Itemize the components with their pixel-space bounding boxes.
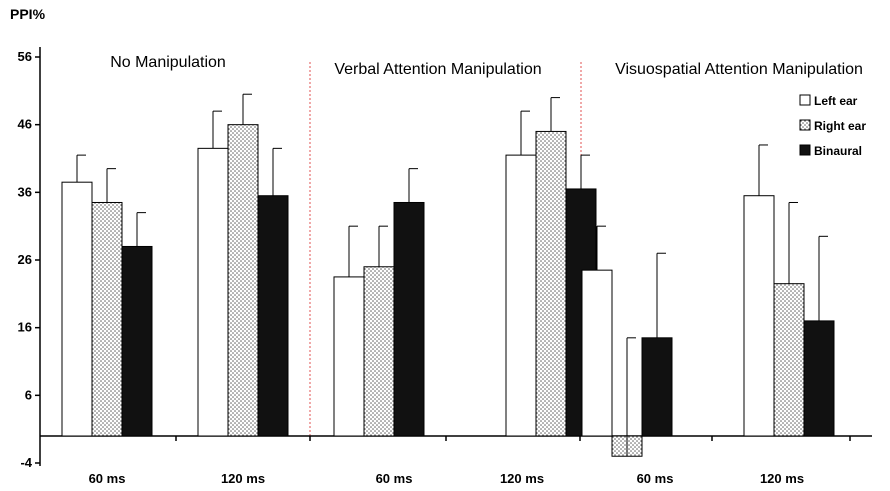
bar-left-ear — [333, 276, 365, 437]
y-tick-label: 16 — [18, 320, 32, 335]
bar-left-ear — [197, 147, 229, 437]
panel-titles: No Manipulation Verbal Attention Manipula… — [110, 54, 863, 78]
legend-label: Right ear — [814, 119, 866, 133]
bar-binaural — [121, 245, 153, 437]
panel-title: Visuospatial Attention Manipulation — [615, 61, 863, 78]
y-tick-label: 26 — [18, 252, 32, 267]
bar-left-ear — [581, 269, 613, 437]
x-tick-label: 60 ms — [376, 471, 413, 486]
y-tick-label: 56 — [18, 49, 32, 64]
y-axis-label: PPI% — [10, 6, 46, 22]
y-tick-label: -4 — [20, 455, 32, 470]
y-axis: -4 6 16 26 36 46 56 — [18, 47, 41, 470]
bar-right-ear — [535, 130, 567, 437]
panel-title: No Manipulation — [110, 54, 226, 71]
x-axis: 60 ms 120 ms 60 ms 120 ms 60 ms 120 ms — [40, 435, 872, 486]
bar-left-ear — [743, 195, 775, 437]
x-tick-label: 60 ms — [89, 471, 126, 486]
bar-binaural — [393, 201, 425, 437]
x-tick-label: 120 ms — [221, 471, 265, 486]
x-tick-label: 60 ms — [637, 471, 674, 486]
error-bars — [76, 93, 828, 457]
legend-swatch — [799, 94, 811, 106]
legend-swatch — [799, 144, 811, 156]
panel-title: Verbal Attention Manipulation — [334, 61, 541, 78]
legend-label: Binaural — [814, 144, 862, 158]
bar-right-ear — [91, 201, 123, 437]
bar-left-ear — [505, 154, 537, 437]
bar-right-ear — [363, 266, 395, 437]
bar-binaural — [803, 320, 835, 437]
bar-right-ear — [773, 283, 805, 437]
y-tick-label: 36 — [18, 184, 32, 199]
bar-binaural — [257, 195, 289, 437]
bar-binaural — [641, 337, 673, 437]
y-tick-label: 6 — [25, 387, 32, 402]
bars — [61, 124, 835, 457]
legend-swatch — [799, 119, 811, 131]
bar-left-ear — [61, 181, 93, 437]
x-tick-label: 120 ms — [760, 471, 804, 486]
y-tick-label: 46 — [18, 117, 32, 132]
bar-right-ear — [227, 124, 259, 437]
legend: Left ear Right ear Binaural — [799, 94, 866, 158]
x-tick-label: 120 ms — [500, 471, 544, 486]
legend-label: Left ear — [814, 94, 858, 108]
